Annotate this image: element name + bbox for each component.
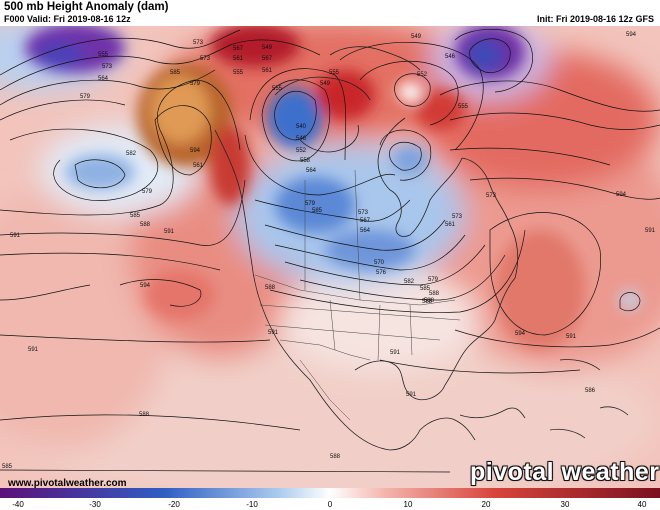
pivotal-weather-logo: pivotal weather [470,458,660,486]
contour-label: 579 [142,189,153,195]
contour-label: 561 [193,163,204,169]
contour-label: 555 [329,70,340,76]
contour-label: 576 [376,270,387,276]
contour-label: 546 [296,136,307,142]
contour-label: 588 [424,298,435,304]
contour-label: 555 [98,52,109,58]
contour-label: 588 [429,291,440,297]
contour-label: 591 [566,334,577,340]
contour-label: 573 [358,210,369,216]
colorbar-tick-label: -30 [89,500,101,509]
contour-label: 582 [404,279,415,285]
colorbar-tick-label: 10 [403,500,413,509]
contour-label: 564 [360,228,371,234]
contour-label: 591 [268,330,279,336]
contour-label: 594 [190,148,201,154]
contour-label: 561 [262,68,273,74]
contour-label: 585 [170,70,181,76]
map-header: 500 mb Height Anomaly (dam) F000 Valid: … [0,0,660,26]
contour-label: 586 [585,388,596,394]
anomaly-colorbar: -40 -30 -20 -10 0 10 20 30 40 [0,488,660,510]
contour-label: 585 [130,213,141,219]
contour-label: 555 [233,70,244,76]
contour-label: 567 [233,46,244,52]
contour-label: 540 [296,124,307,130]
contour-label: 591 [28,347,39,353]
contour-label: 588 [140,222,151,228]
contour-label: 567 [262,56,273,62]
borders [254,169,461,421]
contour-label: 588 [330,454,341,460]
contour-label: 585 [312,208,323,214]
contour-label: 552 [417,72,428,78]
contour-labels: 573 567 561 555 549 573 567 561 555 585 … [2,32,656,470]
colorbar-tick-label: -20 [168,500,180,509]
contour-label: 564 [306,168,317,174]
coastlines [214,46,629,451]
contour-label: 573 [193,40,204,46]
contour-label: 594 [515,331,526,337]
contour-label: 585 [420,286,431,292]
contour-label: 591 [406,392,417,398]
colorbar-tick-label: 30 [560,500,570,509]
contour-label: 558 [300,158,311,164]
contour-label: 570 [374,260,385,266]
site-credit: www.pivotalweather.com [8,478,127,489]
contour-label: 555 [458,104,469,110]
contour-label: 588 [139,412,150,418]
contour-label: 591 [164,229,175,235]
contour-label: 573 [102,64,113,70]
colorbar-gradient [0,488,660,498]
anomaly-shading [0,26,660,488]
contour-label: 579 [190,81,201,87]
map-title: 500 mb Height Anomaly (dam) [4,1,169,13]
colorbar-tick-label: 20 [481,500,491,509]
contour-label: 594 [140,283,151,289]
contour-label: 588 [265,285,276,291]
contour-label: 591 [10,233,21,239]
contour-label: 561 [445,222,456,228]
contour-label: 564 [98,76,109,82]
contour-label: 555 [272,86,283,92]
contour-label: 585 [2,464,13,470]
valid-time: F000 Valid: Fri 2019-08-16 12z [4,14,131,24]
contour-label: 594 [626,32,637,38]
contour-label: 561 [233,56,244,62]
contour-label: 546 [445,54,456,60]
colorbar-tick-label: 40 [637,500,647,509]
contour-label: 549 [411,34,422,40]
contour-label: 567 [360,218,371,224]
colorbar-tick-label: -10 [246,500,258,509]
contour-label: 579 [305,201,316,207]
contour-label: 594 [616,192,627,198]
contour-label: 549 [320,81,331,87]
contour-label: 582 [126,151,137,157]
contour-label: 588 [422,299,433,305]
contour-label: 549 [262,45,273,51]
colorbar-tick-label: -40 [12,500,24,509]
contour-label: 573 [452,214,463,220]
contour-label: 573 [200,56,211,62]
contour-label: 579 [80,94,91,100]
contour-label: 579 [428,277,439,283]
contour-label: 591 [390,350,401,356]
contour-label: 573 [486,193,497,199]
contour-label: 591 [645,228,656,234]
contour-label: 552 [296,148,307,154]
height-anomaly-map: 573 567 561 555 549 573 567 561 555 585 … [0,26,660,488]
init-time: Init: Fri 2019-08-16 12z GFS [536,14,654,24]
colorbar-tick-label: 0 [327,500,333,509]
